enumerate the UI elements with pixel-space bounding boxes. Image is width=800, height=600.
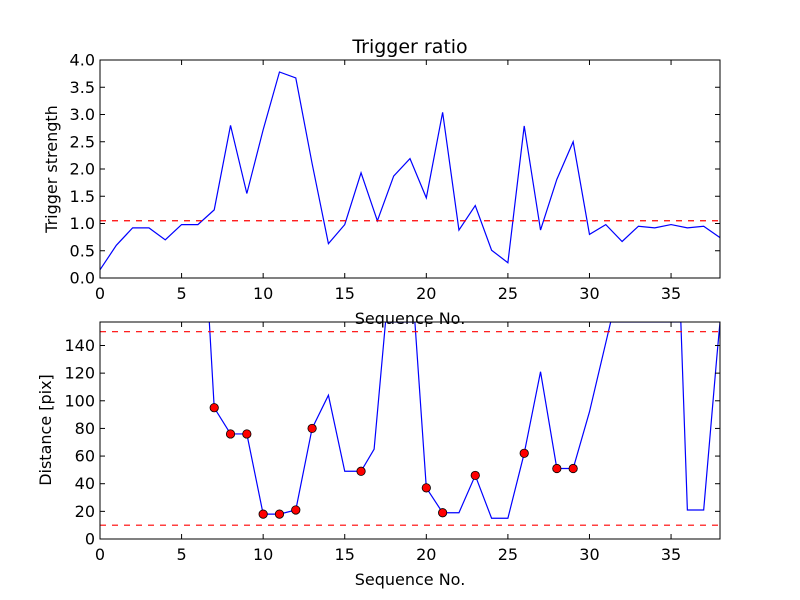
x-tick-label: 20	[416, 284, 436, 303]
y-tick-label: 20	[75, 502, 95, 521]
y-tick-label: 3.0	[70, 105, 95, 124]
distance-chart: Sequence No. Distance [pix] 0 5 10 15 20 25 30…	[36, 321, 721, 589]
chart-title: Trigger ratio	[351, 36, 467, 58]
data-point	[519, 448, 529, 458]
data-point	[307, 423, 317, 434]
plot-frame	[99, 321, 721, 540]
x-tick-label: 5	[176, 545, 186, 564]
x-tick-label: 25	[498, 284, 518, 303]
y-tick-label: 80	[75, 419, 95, 438]
x-tick-label: 30	[579, 545, 599, 564]
data-point	[209, 403, 219, 413]
y-axis-label: Distance [pix]	[36, 374, 55, 486]
x-tick-label: 25	[498, 545, 518, 564]
series-line	[100, 71, 720, 271]
x-tick-label: 0	[95, 284, 105, 303]
data-point	[552, 463, 562, 474]
x-tick-label: 15	[335, 545, 355, 564]
x-tick-label: 10	[253, 545, 273, 564]
x-axis-label: Sequence No.	[355, 570, 466, 589]
x-tick-label: 35	[661, 284, 681, 303]
trigger-ratio-chart: Trigger ratio Sequence No. Trigger stren…	[42, 36, 721, 328]
x-tick-label: 35	[661, 545, 681, 564]
data-point	[438, 508, 448, 518]
y-tick-label: 1.5	[70, 187, 95, 206]
data-point	[356, 466, 366, 476]
y-tick-label: 140	[64, 336, 95, 355]
y-tick-label: 60	[75, 447, 95, 466]
y-tick-label: 40	[75, 474, 95, 493]
data-point	[258, 509, 268, 519]
data-point	[421, 483, 431, 493]
y-tick-label: 120	[64, 364, 95, 383]
x-tick-label: 5	[176, 284, 186, 303]
y-tick-label: 2.0	[70, 160, 95, 179]
x-tick-label: 10	[253, 284, 273, 303]
x-axis-label: Sequence No.	[355, 309, 466, 328]
y-tick-label: 0	[85, 530, 95, 549]
y-tick-label: 100	[64, 391, 95, 410]
data-point	[291, 505, 301, 515]
data-point	[568, 463, 578, 474]
x-tick-label: 15	[335, 284, 355, 303]
data-point	[225, 429, 236, 439]
y-tick-label: 1.0	[70, 214, 95, 233]
x-tick-label: 30	[579, 284, 599, 303]
data-point	[274, 509, 285, 519]
y-tick-label: 0.5	[70, 241, 95, 260]
x-tick-label: 20	[416, 545, 436, 564]
y-tick-label: 3.5	[70, 78, 95, 97]
y-axis-label: Trigger strength	[42, 105, 61, 234]
data-point	[242, 429, 252, 439]
y-tick-label: 0.0	[70, 269, 95, 288]
y-tick-label: 2.5	[70, 132, 95, 151]
data-point	[470, 470, 480, 481]
y-tick-label: 4.0	[70, 51, 95, 70]
x-tick-label: 0	[95, 545, 105, 564]
